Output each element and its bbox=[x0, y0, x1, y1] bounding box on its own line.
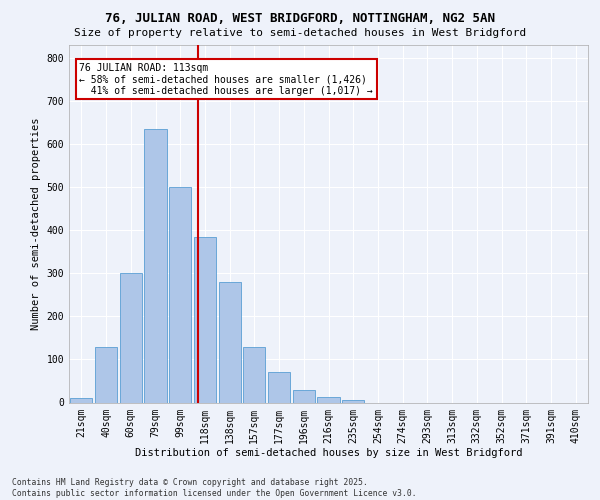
X-axis label: Distribution of semi-detached houses by size in West Bridgford: Distribution of semi-detached houses by … bbox=[135, 448, 522, 458]
Bar bbox=[169, 187, 191, 402]
Text: Size of property relative to semi-detached houses in West Bridgford: Size of property relative to semi-detach… bbox=[74, 28, 526, 38]
Bar bbox=[218, 282, 241, 403]
Bar bbox=[70, 398, 92, 402]
Bar bbox=[194, 236, 216, 402]
Bar bbox=[145, 129, 167, 402]
Bar bbox=[268, 372, 290, 402]
Bar bbox=[317, 398, 340, 402]
Bar bbox=[95, 346, 117, 403]
Bar bbox=[119, 274, 142, 402]
Text: Contains HM Land Registry data © Crown copyright and database right 2025.
Contai: Contains HM Land Registry data © Crown c… bbox=[12, 478, 416, 498]
Bar bbox=[293, 390, 315, 402]
Text: 76 JULIAN ROAD: 113sqm
← 58% of semi-detached houses are smaller (1,426)
  41% o: 76 JULIAN ROAD: 113sqm ← 58% of semi-det… bbox=[79, 63, 373, 96]
Text: 76, JULIAN ROAD, WEST BRIDGFORD, NOTTINGHAM, NG2 5AN: 76, JULIAN ROAD, WEST BRIDGFORD, NOTTING… bbox=[105, 12, 495, 26]
Bar bbox=[342, 400, 364, 402]
Bar bbox=[243, 346, 265, 403]
Y-axis label: Number of semi-detached properties: Number of semi-detached properties bbox=[31, 118, 41, 330]
